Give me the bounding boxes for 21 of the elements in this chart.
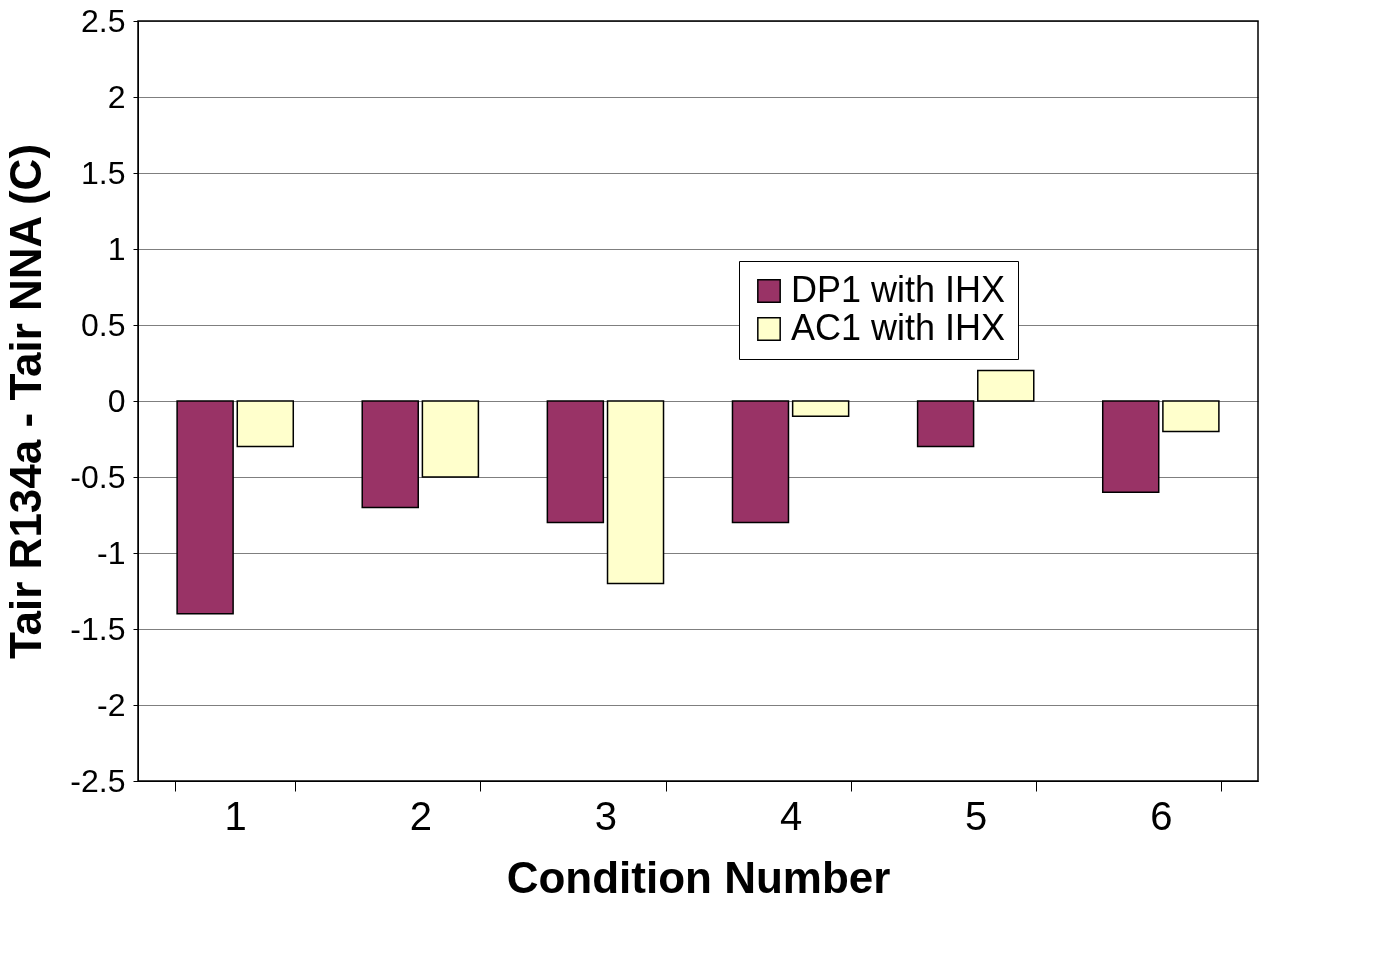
x-tick-label: 1: [224, 793, 247, 838]
y-axis-title: Tair R134a - Tair NNA (C): [1, 143, 51, 660]
y-tick-label: -1.5: [70, 610, 126, 647]
y-tick-label: 0.5: [81, 306, 126, 343]
y-tick-label: 2.5: [81, 2, 126, 39]
x-tick-label: 2: [409, 793, 432, 838]
y-tick-label: 1: [107, 230, 126, 267]
y-tick-label: 2: [107, 78, 126, 115]
legend-label: AC1 with IHX: [791, 307, 1006, 348]
x-tick-label: 3: [594, 793, 618, 838]
y-tick-label: -1: [97, 534, 126, 571]
y-tick-label: -2.5: [70, 762, 126, 799]
y-tick-label: -0.5: [70, 458, 126, 495]
y-tick-label: -2: [97, 686, 126, 723]
x-tick-label: 6: [1150, 793, 1173, 838]
x-axis-title: Condition Number: [506, 852, 891, 902]
y-tick-label: 0: [107, 382, 126, 419]
legend-label: DP1 with IHX: [791, 269, 1006, 310]
x-tick-label: 5: [965, 793, 988, 838]
x-tick-label: 4: [779, 793, 803, 838]
y-tick-label: 1.5: [81, 154, 126, 191]
